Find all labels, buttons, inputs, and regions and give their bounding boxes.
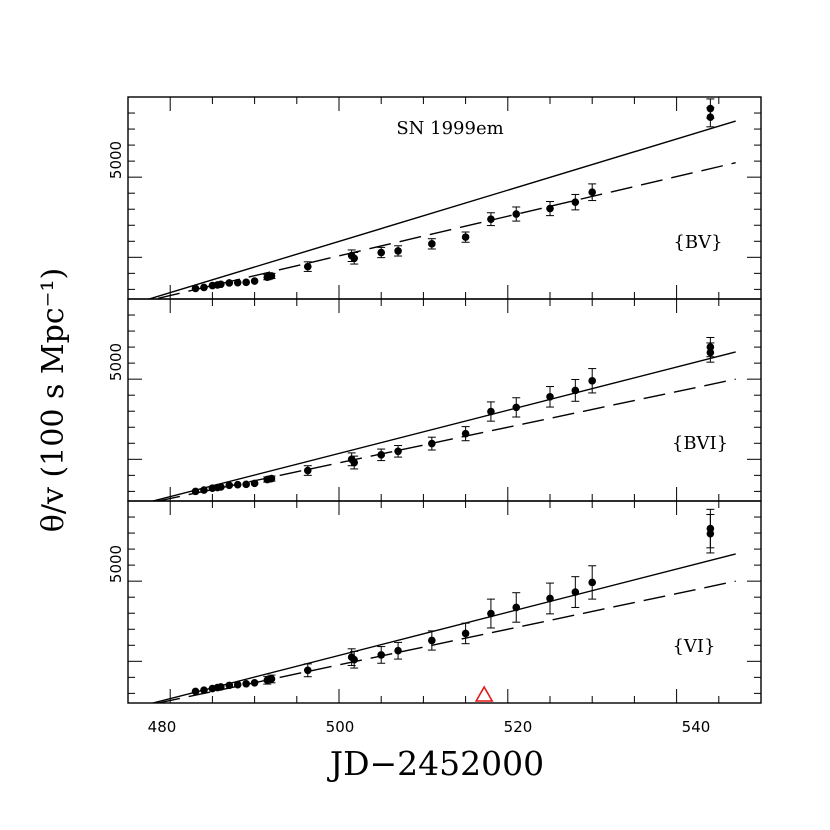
panels-group bbox=[127, 96, 762, 704]
data-point bbox=[461, 233, 470, 241]
data-point bbox=[546, 392, 554, 401]
data-point bbox=[267, 675, 276, 683]
data-point bbox=[303, 466, 312, 475]
data-point bbox=[487, 215, 495, 223]
data-point bbox=[350, 254, 358, 263]
data-point bbox=[571, 386, 580, 395]
data-point bbox=[250, 479, 259, 488]
data-point bbox=[191, 487, 200, 496]
data-point bbox=[428, 636, 436, 645]
data-point bbox=[487, 407, 495, 416]
data-point bbox=[350, 458, 358, 467]
x-tick-label: 520 bbox=[504, 718, 533, 736]
x-axis-title: JD−2452000 bbox=[327, 744, 544, 783]
data-point bbox=[225, 681, 234, 690]
data-point bbox=[428, 439, 436, 448]
data-point bbox=[303, 262, 312, 271]
y-tick-label: 5000 bbox=[107, 343, 125, 381]
data-point bbox=[200, 686, 208, 694]
data-point bbox=[588, 376, 596, 385]
x-tick-label: 540 bbox=[682, 718, 711, 736]
data-point bbox=[200, 486, 208, 494]
x-tick-labels: 480 500 520 540 bbox=[148, 718, 711, 736]
data-point bbox=[191, 687, 200, 696]
data-point bbox=[706, 343, 715, 351]
x-tick-label: 480 bbox=[148, 718, 177, 736]
data-point bbox=[546, 204, 554, 213]
data-point bbox=[200, 283, 208, 292]
data-point bbox=[394, 447, 402, 456]
data-point bbox=[571, 198, 580, 206]
data-point bbox=[512, 210, 521, 218]
data-point bbox=[394, 646, 402, 655]
data-point bbox=[377, 248, 386, 257]
data-point bbox=[428, 240, 436, 248]
red-triangle-marker bbox=[474, 685, 494, 702]
panel-label: {BVI} bbox=[672, 433, 728, 454]
data-point bbox=[394, 247, 402, 255]
y-tick-labels: 5000 5000 5000 bbox=[107, 141, 125, 583]
data-point bbox=[267, 474, 276, 483]
panel-frame bbox=[127, 298, 762, 502]
data-point bbox=[250, 679, 259, 687]
data-point bbox=[233, 278, 242, 287]
data-point bbox=[191, 284, 200, 293]
data-point bbox=[588, 188, 596, 197]
panel-label: {BV} bbox=[673, 232, 722, 253]
data-point bbox=[242, 278, 250, 287]
solid-fit-line bbox=[146, 120, 736, 299]
data-point bbox=[512, 403, 521, 412]
data-point bbox=[217, 483, 225, 491]
data-point bbox=[461, 429, 470, 438]
data-point bbox=[512, 603, 521, 612]
data-point bbox=[267, 272, 276, 280]
panel-data bbox=[150, 508, 736, 703]
data-point bbox=[233, 680, 242, 689]
y-axis-title: θ/v (100 s Mpc⁻¹) bbox=[36, 268, 71, 532]
data-point bbox=[546, 594, 554, 603]
panel-2 bbox=[127, 298, 762, 502]
data-point bbox=[242, 480, 250, 489]
chart-title: SN 1999em bbox=[396, 118, 503, 139]
panel-data bbox=[146, 98, 736, 299]
y-tick-label: 5000 bbox=[107, 545, 125, 583]
data-point bbox=[350, 655, 358, 664]
data-point bbox=[706, 104, 715, 113]
data-point bbox=[250, 277, 259, 285]
data-point bbox=[217, 683, 225, 691]
panel-label: {VI} bbox=[672, 636, 715, 657]
y-tick-label: 5000 bbox=[107, 141, 125, 179]
data-point bbox=[571, 588, 580, 596]
data-point bbox=[233, 480, 242, 489]
panel-frame bbox=[127, 500, 762, 704]
x-tick-label: 500 bbox=[326, 718, 355, 736]
data-point bbox=[225, 279, 234, 287]
data-point bbox=[588, 578, 596, 587]
data-point bbox=[242, 679, 250, 688]
panel-data bbox=[150, 336, 736, 501]
data-point bbox=[487, 609, 495, 618]
data-point bbox=[377, 451, 386, 459]
data-point bbox=[461, 629, 470, 638]
data-point bbox=[377, 651, 386, 659]
data-point bbox=[303, 666, 312, 675]
data-point bbox=[706, 524, 715, 533]
data-point bbox=[225, 481, 234, 490]
data-point bbox=[217, 280, 225, 289]
panel-3 bbox=[127, 500, 762, 704]
